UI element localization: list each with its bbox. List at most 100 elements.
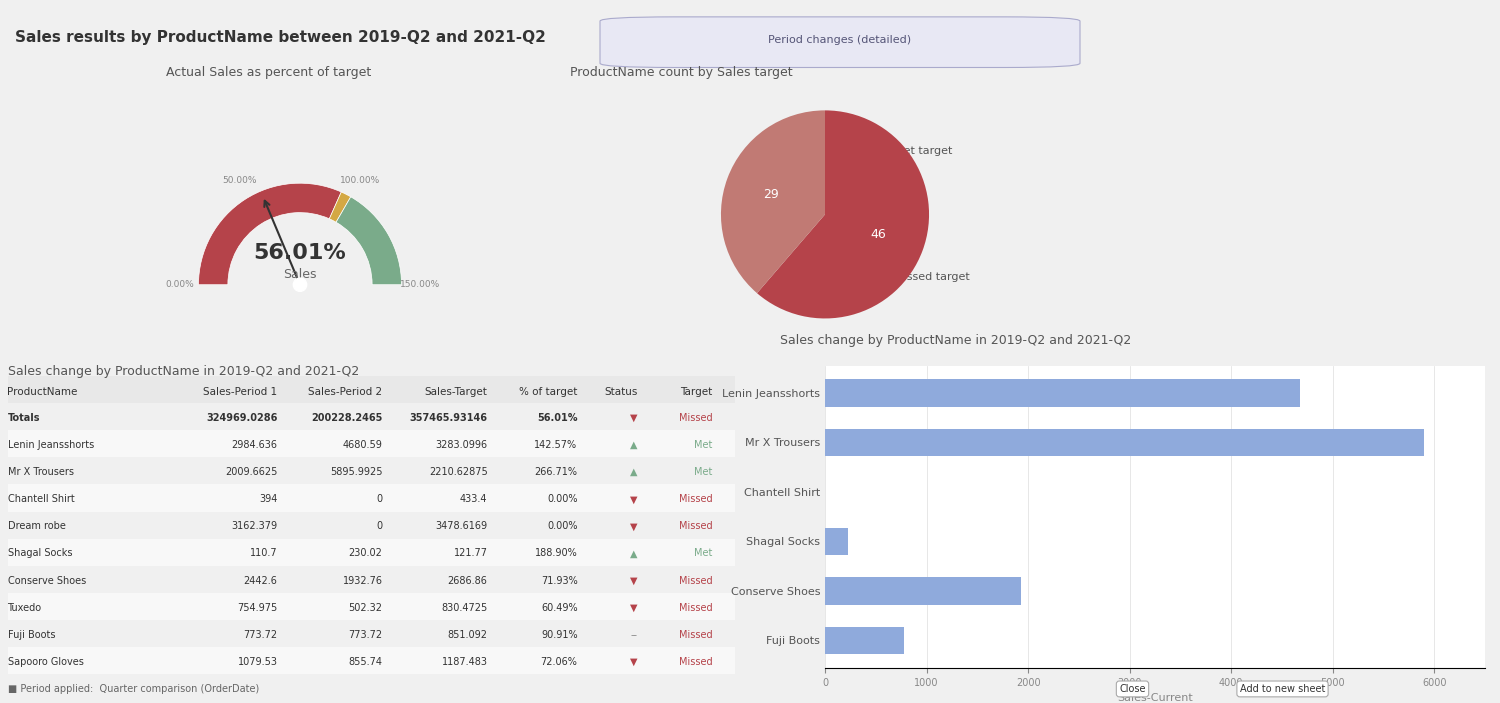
Text: 830.4725: 830.4725 [441,602,488,612]
FancyBboxPatch shape [8,593,735,620]
Text: 502.32: 502.32 [348,602,382,612]
Text: Add to new sheet: Add to new sheet [1240,684,1324,694]
Wedge shape [336,197,402,285]
Text: ▼: ▼ [630,576,638,586]
Text: 0: 0 [376,494,382,504]
FancyBboxPatch shape [8,430,735,458]
Text: 773.72: 773.72 [348,630,382,640]
Text: Conserve Shoes: Conserve Shoes [8,576,86,586]
Text: Period changes (detailed): Period changes (detailed) [768,35,912,46]
Text: 2009.6625: 2009.6625 [225,467,278,477]
Circle shape [294,278,306,292]
Text: 0.00%: 0.00% [548,494,578,504]
Text: 754.975: 754.975 [237,602,278,612]
Bar [825,380,1300,406]
Text: 2442.6: 2442.6 [243,576,278,586]
Text: Met target: Met target [894,146,952,156]
Text: ▲: ▲ [630,467,638,477]
Wedge shape [198,183,342,285]
Text: 121.77: 121.77 [453,548,488,558]
Text: Missed: Missed [680,522,712,531]
Wedge shape [330,192,351,222]
Text: Status: Status [604,387,638,397]
Text: 5895.9925: 5895.9925 [330,467,382,477]
Text: Met: Met [694,440,712,450]
Text: Sales-Period 2: Sales-Period 2 [309,387,382,397]
Text: Missed: Missed [680,413,712,423]
Text: ▼: ▼ [630,494,638,504]
Text: 324969.0286: 324969.0286 [206,413,278,423]
Text: 2984.636: 2984.636 [231,440,278,450]
Text: 3478.6169: 3478.6169 [435,522,488,531]
Text: --: -- [630,630,638,640]
Text: Shagal Socks: Shagal Socks [8,548,72,558]
Text: 0.00%: 0.00% [548,522,578,531]
Text: 188.90%: 188.90% [534,548,578,558]
Text: ■ Period applied:  Quarter comparison (OrderDate): ■ Period applied: Quarter comparison (Or… [8,684,258,694]
Text: 46: 46 [871,228,886,241]
Text: 56.01%: 56.01% [537,413,578,423]
Text: 60.49%: 60.49% [542,602,578,612]
Text: ▼: ▼ [630,657,638,667]
Text: 150.00%: 150.00% [400,280,441,289]
Text: Missed target: Missed target [894,271,969,282]
Text: 56.01%: 56.01% [254,243,346,263]
Text: Met: Met [694,548,712,558]
Text: ProductName: ProductName [8,387,78,397]
Text: Lenin Jeansshorts: Lenin Jeansshorts [8,440,93,450]
Text: Actual Sales as percent of target: Actual Sales as percent of target [166,66,372,79]
Text: Missed: Missed [680,657,712,667]
FancyBboxPatch shape [8,647,735,674]
FancyBboxPatch shape [600,17,1080,67]
Text: 110.7: 110.7 [251,548,278,558]
Text: 3162.379: 3162.379 [231,522,278,531]
Text: Sales change by ProductName in 2019-Q2 and 2021-Q2: Sales change by ProductName in 2019-Q2 a… [8,365,358,378]
Text: 230.02: 230.02 [348,548,382,558]
Text: Fuji Boots: Fuji Boots [8,630,56,640]
FancyBboxPatch shape [8,484,735,512]
Text: 1187.483: 1187.483 [441,657,488,667]
Text: 855.74: 855.74 [348,657,382,667]
Text: 4680.59: 4680.59 [342,440,382,450]
Text: Target: Target [680,387,712,397]
FancyBboxPatch shape [8,376,735,403]
Wedge shape [758,110,928,318]
Text: 71.93%: 71.93% [540,576,578,586]
Text: 773.72: 773.72 [243,630,278,640]
Text: ▼: ▼ [630,413,638,423]
Bar [825,627,903,654]
Bar [825,577,1022,605]
Text: Sales-Target: Sales-Target [424,387,488,397]
Text: 1932.76: 1932.76 [342,576,382,586]
Text: ▼: ▼ [630,602,638,612]
Text: 2210.62875: 2210.62875 [429,467,488,477]
Text: Sapooro Gloves: Sapooro Gloves [8,657,84,667]
Text: 72.06%: 72.06% [540,657,578,667]
Text: Totals: Totals [8,413,40,423]
Text: Missed: Missed [680,602,712,612]
Text: Sales change by ProductName in 2019-Q2 and 2021-Q2: Sales change by ProductName in 2019-Q2 a… [780,335,1131,347]
Text: Chantell Shirt: Chantell Shirt [8,494,74,504]
Text: ▲: ▲ [630,440,638,450]
Text: 2686.86: 2686.86 [447,576,488,586]
Text: Mr X Trousers: Mr X Trousers [8,467,74,477]
Text: 29: 29 [764,188,778,201]
Text: Dream robe: Dream robe [8,522,66,531]
Text: Missed: Missed [680,576,712,586]
Text: 50.00%: 50.00% [222,176,256,185]
Text: Sales results by ProductName between 2019-Q2 and 2021-Q2: Sales results by ProductName between 201… [15,30,546,44]
Text: 266.71%: 266.71% [534,467,578,477]
Text: Missed: Missed [680,494,712,504]
Text: 142.57%: 142.57% [534,440,578,450]
Text: 357465.93146: 357465.93146 [410,413,488,423]
Text: Sales: Sales [284,268,316,280]
Text: Tuxedo: Tuxedo [8,602,42,612]
Text: % of target: % of target [519,387,578,397]
Text: 394: 394 [260,494,278,504]
Text: 0.00%: 0.00% [165,280,194,289]
Text: 0: 0 [376,522,382,531]
Text: 3283.0996: 3283.0996 [435,440,488,450]
Text: Missed: Missed [680,630,712,640]
FancyBboxPatch shape [8,538,735,566]
Text: 433.4: 433.4 [460,494,488,504]
